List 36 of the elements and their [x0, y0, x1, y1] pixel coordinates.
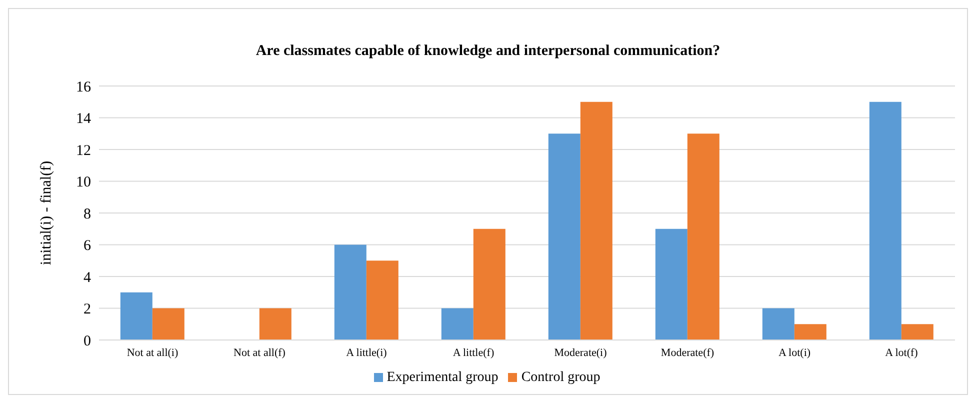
bar	[441, 308, 474, 340]
y-tick-label: 14	[76, 111, 92, 128]
x-tick-label: Not at all(f)	[234, 346, 286, 359]
bar	[655, 228, 688, 340]
y-tick-label: 8	[84, 206, 91, 222]
x-tick-label: Moderate(i)	[554, 346, 608, 359]
y-tick-label: 6	[84, 238, 92, 254]
bar	[762, 308, 794, 340]
x-tick-label: A lot(f)	[885, 346, 918, 359]
x-tick-label: Not at all(i)	[126, 346, 178, 359]
y-tick-label: 2	[84, 302, 91, 318]
x-tick-label: A lot(i)	[778, 346, 811, 359]
x-tick-label: A little(i)	[346, 346, 388, 359]
bar	[794, 324, 826, 340]
bar	[548, 134, 580, 340]
y-tick-label: 0	[84, 333, 91, 350]
bar	[152, 308, 184, 340]
bar	[120, 292, 152, 340]
bar	[259, 308, 292, 340]
bar	[901, 324, 934, 340]
y-axis-title: initial(i) - final(f)	[38, 160, 54, 266]
bar	[473, 228, 506, 340]
legend-label: Experimental group	[386, 370, 498, 385]
x-tick-label: A little(f)	[452, 346, 494, 359]
bar	[366, 260, 398, 340]
y-tick-label: 4	[84, 270, 92, 286]
bar	[687, 134, 720, 340]
y-tick-label: 16	[76, 79, 92, 96]
legend-label: Control group	[521, 370, 600, 385]
bar	[334, 244, 366, 340]
bar	[869, 102, 902, 340]
x-tick-label: Moderate(f)	[660, 346, 714, 359]
y-tick-label: 10	[76, 174, 91, 191]
y-tick-label: 12	[76, 142, 91, 159]
chart-title: Are classmates capable of knowledge and interpersonal communication?	[254, 43, 722, 60]
bar	[580, 102, 612, 340]
